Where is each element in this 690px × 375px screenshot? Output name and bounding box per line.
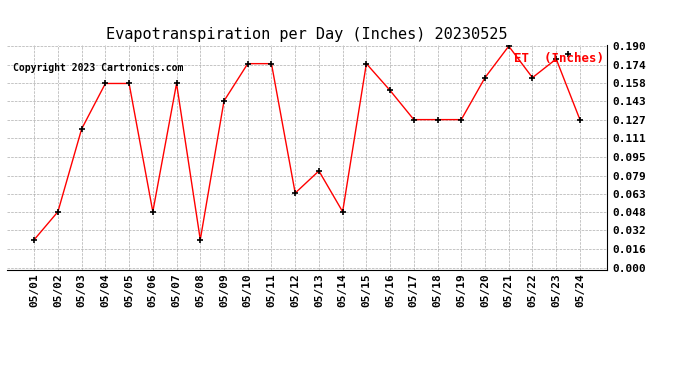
Title: Evapotranspiration per Day (Inches) 20230525: Evapotranspiration per Day (Inches) 2023… bbox=[106, 27, 508, 42]
Text: Copyright 2023 Cartronics.com: Copyright 2023 Cartronics.com bbox=[13, 63, 184, 73]
Text: ET  (Inches): ET (Inches) bbox=[514, 52, 604, 65]
